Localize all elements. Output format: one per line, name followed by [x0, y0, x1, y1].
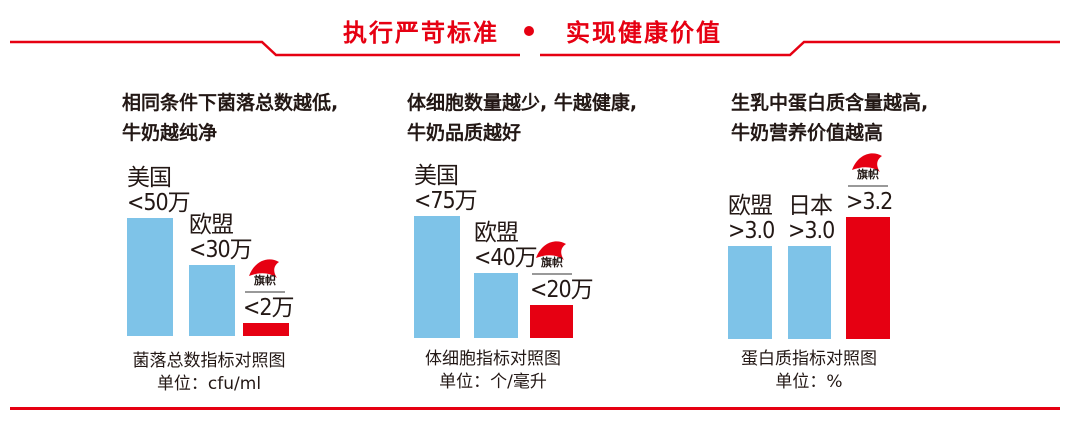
panel-3-unit: 单位：%: [775, 372, 843, 392]
bar-value-label: <40万: [474, 244, 538, 271]
bar-value-label: <2万: [243, 295, 295, 321]
bar-2-1: [414, 216, 460, 338]
header-right-rule: [540, 40, 1060, 57]
panel-2-headline-line-1: 体细胞数量越少, 牛越健康,: [407, 92, 638, 114]
bar-value-label: <20万: [530, 277, 594, 304]
header-left-rule: [10, 40, 520, 57]
panel-3-headline-line-1: 生乳中蛋白质含量越高,: [731, 92, 929, 114]
bar-value-label: >3.0: [788, 217, 835, 244]
bar-3-1: [728, 245, 772, 339]
panel-2-headline-line-2: 牛奶品质越好: [407, 122, 522, 144]
bar-value-label: >3.2: [846, 189, 893, 215]
bar-category-label: 美国: [414, 163, 459, 189]
brand-name: 旗帜: [857, 168, 879, 181]
bar-1-1: [127, 218, 173, 336]
brand-underline: [848, 185, 888, 187]
panel-2-caption: 体细胞指标对照图: [425, 349, 561, 369]
bar-3-2: [788, 245, 831, 339]
bottom-rule: [10, 407, 1060, 410]
panel-3-headline-line-2: 牛奶营养价值越高: [731, 122, 884, 144]
header-decoration: [10, 40, 1060, 57]
flag-icon: [249, 259, 279, 278]
bar-2-2: [474, 272, 518, 338]
panel-1-headline-line-2: 牛奶越纯净: [122, 122, 218, 144]
panel-1-caption: 菌落总数指标对照图: [132, 351, 286, 371]
bar-1-3: [243, 323, 289, 336]
bar-value-label: <75万: [414, 188, 478, 214]
panel-3-caption: 蛋白质指标对照图: [741, 349, 877, 369]
bar-category-label: 欧盟: [474, 219, 519, 246]
brand-underline: [245, 291, 285, 293]
bar-category-label: 美国: [127, 165, 172, 191]
flag-icon: [852, 153, 882, 172]
brand-name: 旗帜: [541, 256, 563, 270]
brand-logo-icon: 旗帜: [530, 236, 574, 276]
bar-category-label: 日本: [788, 192, 833, 219]
brand-underline: [532, 273, 572, 276]
panel-2-unit: 单位：个/毫升: [439, 372, 547, 392]
bar-3-3: [846, 217, 890, 339]
panel-1-unit: 单位：cfu/ml: [156, 374, 262, 394]
header-separator-dot: [524, 26, 534, 36]
flag-icon: [536, 241, 566, 261]
bar-2-3: [530, 305, 573, 338]
header-title-left: 执行严苛标准: [343, 19, 499, 47]
bar-category-label: 欧盟: [728, 192, 773, 219]
bar-category-label: 欧盟: [189, 212, 234, 239]
brand-logo-icon: 旗帜: [243, 254, 287, 294]
bar-value-label: <50万: [127, 190, 191, 216]
brand-name: 旗帜: [254, 274, 276, 287]
bar-value-label: <30万: [189, 237, 253, 264]
bar-1-2: [189, 265, 235, 336]
bar-value-label: >3.0: [728, 217, 775, 244]
brand-logo-icon: 旗帜: [846, 148, 890, 188]
panel-1-headline-line-1: 相同条件下菌落总数越低,: [122, 92, 339, 114]
header-title-right: 实现健康价值: [566, 19, 722, 47]
